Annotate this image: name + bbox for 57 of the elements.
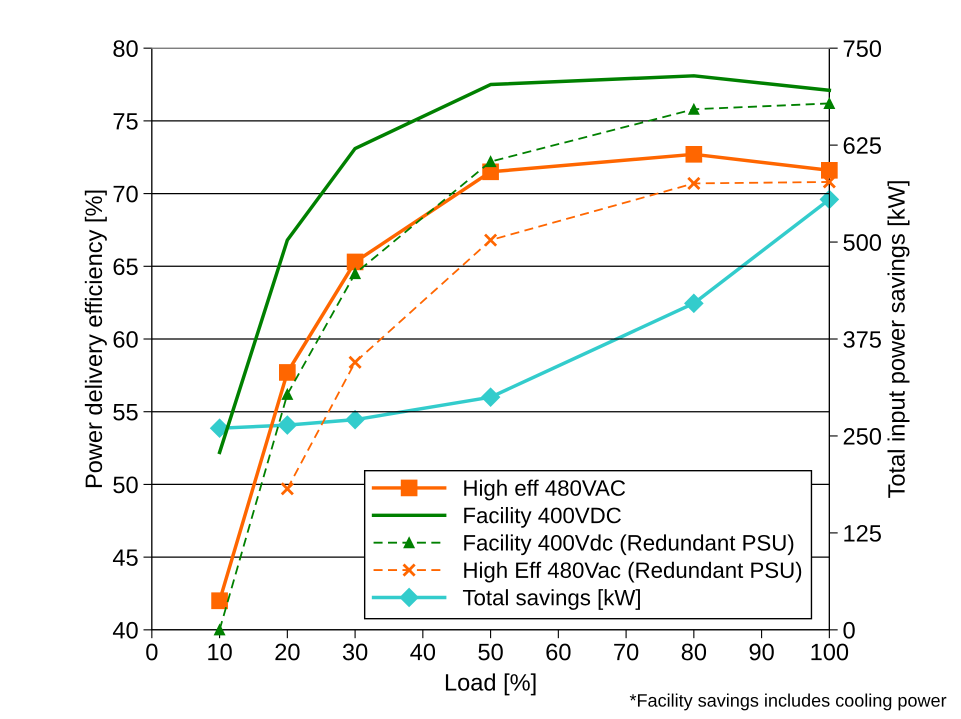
point bbox=[485, 156, 496, 168]
legend-label: High Eff 480Vac (Redundant PSU) bbox=[464, 562, 802, 582]
point bbox=[684, 294, 704, 313]
x-tick-label: 20 bbox=[275, 644, 300, 660]
x-tick-label: 70 bbox=[614, 644, 638, 660]
y2-tick-label: 0 bbox=[843, 622, 855, 639]
legend-label: Total savings [kW] bbox=[462, 589, 640, 610]
point bbox=[820, 190, 839, 209]
point bbox=[821, 162, 838, 179]
point bbox=[211, 592, 228, 610]
x-tick-label: 40 bbox=[410, 644, 436, 660]
y-axis-title: Power delivery efficiency [%] bbox=[84, 190, 107, 488]
y2-tick-label: 500 bbox=[843, 234, 882, 251]
x-tick-label: 100 bbox=[811, 644, 848, 660]
y-tick-label: 50 bbox=[113, 476, 138, 494]
x-tick-label: 0 bbox=[146, 644, 158, 660]
point bbox=[214, 624, 226, 636]
point bbox=[346, 254, 364, 270]
x-tick-label: 10 bbox=[208, 644, 232, 660]
point bbox=[484, 233, 498, 248]
y2-tick-label: 125 bbox=[844, 524, 881, 542]
y-tick-label: 45 bbox=[112, 549, 138, 566]
y-tick-label: 60 bbox=[114, 331, 138, 348]
y-tick-label: 75 bbox=[114, 113, 138, 130]
point bbox=[350, 268, 361, 280]
point bbox=[686, 176, 701, 190]
point bbox=[282, 388, 293, 400]
y-tick-label: 70 bbox=[114, 186, 138, 202]
y2-tick-label: 625 bbox=[844, 137, 881, 154]
y2-tick-label: 750 bbox=[844, 40, 882, 57]
x-axis-title: Load [%] bbox=[446, 673, 536, 696]
point bbox=[279, 364, 296, 381]
y-tick-label: 65 bbox=[114, 258, 138, 276]
y-tick-label: 40 bbox=[112, 622, 138, 639]
x-tick-label: 30 bbox=[342, 644, 368, 660]
x-tick-label: 80 bbox=[682, 644, 706, 660]
point bbox=[348, 355, 362, 370]
legend-label: Facility 400VDC bbox=[464, 506, 621, 528]
point bbox=[686, 146, 702, 163]
point bbox=[824, 98, 835, 109]
legend-label: Facility 400Vdc (Redundant PSU) bbox=[464, 534, 794, 556]
y-tick-label: 55 bbox=[113, 404, 138, 421]
legend-label: High eff 480VAC bbox=[464, 480, 626, 500]
text: *Facility savings includes cooling power bbox=[630, 694, 946, 710]
point bbox=[278, 416, 297, 435]
y2-axis-title: Total input power savings [kW] bbox=[887, 181, 910, 498]
y-tick-label: 80 bbox=[113, 40, 138, 57]
y2-tick-label: 250 bbox=[844, 428, 882, 445]
y2-tick-label: 375 bbox=[843, 331, 881, 348]
x-tick-label: 90 bbox=[750, 644, 774, 660]
point bbox=[346, 410, 365, 430]
x-tick-label: 50 bbox=[478, 644, 503, 660]
point bbox=[280, 482, 294, 496]
point bbox=[688, 104, 700, 115]
x-tick-label: 60 bbox=[546, 644, 571, 660]
line-series bbox=[218, 74, 832, 454]
point bbox=[481, 388, 500, 407]
